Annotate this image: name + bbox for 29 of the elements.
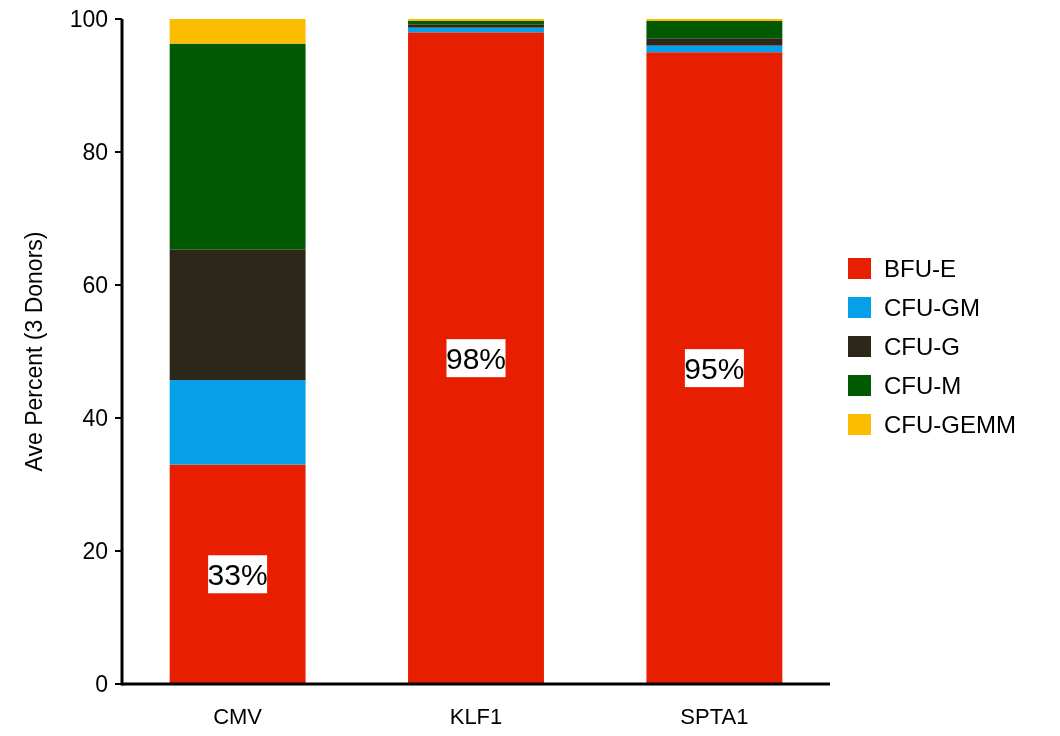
- legend-label: CFU-GM: [884, 294, 980, 321]
- x-tick-label: SPTA1: [680, 704, 749, 729]
- data-label: 98%: [445, 342, 507, 376]
- data-label: 33%: [207, 558, 268, 592]
- x-tick-label: CMV: [213, 704, 263, 729]
- y-tick-label: 100: [69, 6, 108, 32]
- data-label: 95%: [684, 352, 745, 386]
- y-tick-label: 20: [82, 538, 108, 564]
- x-tick-label: KLF1: [449, 704, 503, 729]
- y-tick-label: 0: [95, 671, 108, 697]
- bar: [169, 249, 306, 381]
- legend-label: CFU-GEMM: [884, 411, 1016, 438]
- bar: [646, 20, 783, 39]
- bar: [408, 20, 544, 25]
- legend-label: CFU-M: [884, 372, 962, 399]
- bar: [408, 32, 544, 684]
- y-tick-label: 60: [82, 272, 108, 298]
- y-tick-label: 80: [82, 139, 108, 165]
- legend-label: CFU-G: [884, 333, 960, 360]
- y-axis-title: Ave Percent (3 Donors): [21, 231, 47, 472]
- bar: [646, 38, 783, 46]
- bar: [169, 19, 306, 44]
- bar: [646, 45, 783, 53]
- bar: [169, 380, 306, 465]
- bar: [169, 464, 306, 684]
- y-tick-label: 40: [82, 405, 108, 431]
- bar: [646, 52, 783, 684]
- legend-label: BFU-E: [884, 255, 956, 282]
- bar: [169, 43, 306, 250]
